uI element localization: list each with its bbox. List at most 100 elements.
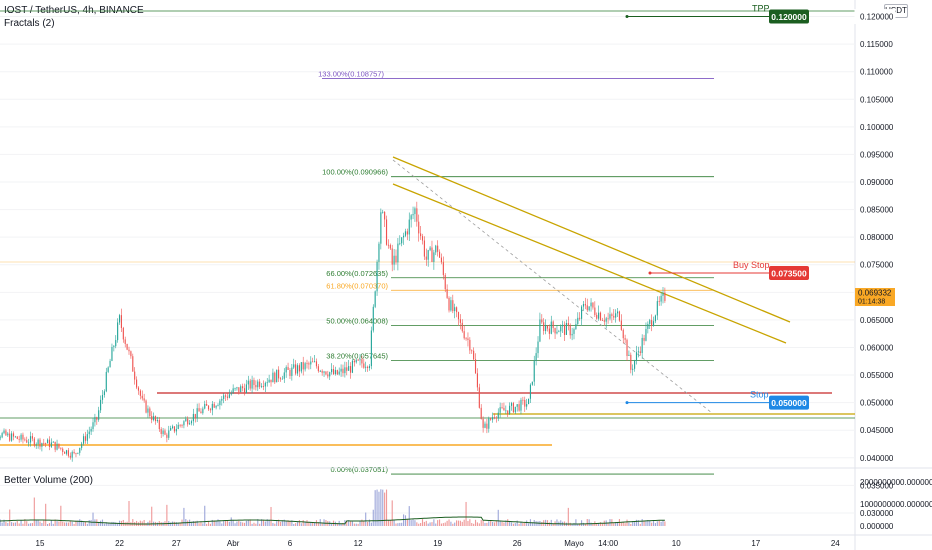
volume-bar	[639, 523, 641, 526]
candle-body	[575, 324, 577, 330]
candle-body	[598, 312, 600, 319]
volume-bar	[630, 523, 632, 526]
candle-body	[247, 380, 249, 385]
volume-bar	[527, 523, 530, 526]
volume-bar	[281, 520, 283, 526]
volume-bar	[420, 523, 422, 526]
volume-bar	[637, 520, 639, 526]
volume-bar	[98, 521, 100, 526]
candle-body	[192, 413, 194, 422]
candle-body	[635, 352, 638, 361]
volume-bar	[461, 521, 463, 526]
volume-bar	[493, 522, 496, 526]
candle-body	[639, 351, 641, 353]
volume-bar	[302, 520, 304, 526]
candle-body	[279, 378, 282, 380]
volume-bar	[79, 519, 81, 526]
candle-body	[406, 231, 408, 235]
candle-body	[266, 382, 268, 384]
volume-bar	[404, 515, 407, 526]
candle-body	[310, 361, 312, 365]
volume-bar	[645, 521, 647, 526]
buy-stop-label: Buy Stop	[733, 260, 770, 270]
candle-body	[495, 417, 497, 419]
candle-body	[526, 404, 528, 407]
volume-bar	[64, 522, 66, 526]
y-tick-label: 0.090000	[860, 178, 894, 187]
candle-body	[429, 247, 431, 251]
candle-body	[194, 413, 196, 419]
volume-bar	[109, 522, 111, 526]
candle-body	[43, 443, 45, 444]
volume-indicator-label: Better Volume (200)	[4, 475, 93, 486]
volume-bar	[47, 523, 49, 526]
candle-body	[238, 387, 240, 393]
volume-bar	[276, 521, 278, 526]
volume-bar	[35, 520, 37, 526]
candle-body	[60, 447, 62, 449]
candle-body	[171, 426, 174, 428]
candle-body	[240, 386, 242, 393]
volume-axis-label: 1000000000.000000	[860, 500, 932, 509]
volume-bar	[588, 519, 590, 526]
candle-body	[183, 421, 185, 426]
volume-bar	[399, 522, 401, 526]
volume-bar	[22, 523, 24, 526]
volume-bar	[225, 521, 227, 526]
candle-body	[143, 398, 145, 401]
volume-bar	[296, 522, 299, 526]
volume-bar	[340, 523, 342, 526]
volume-bar	[363, 521, 365, 526]
candle-body	[164, 430, 166, 435]
candle-body	[154, 416, 157, 422]
candle-body	[641, 337, 643, 353]
candle-body	[336, 370, 338, 375]
candle-body	[11, 433, 13, 441]
volume-bar	[615, 521, 617, 526]
candle-body	[401, 237, 403, 244]
candle-body	[539, 319, 541, 342]
volume-bar	[314, 522, 316, 526]
volume-bar	[376, 489, 378, 526]
candle-body	[471, 350, 473, 352]
candle-body	[493, 417, 496, 418]
volume-bar	[658, 520, 660, 526]
candle-body	[351, 360, 354, 373]
volume-bar	[662, 520, 664, 526]
volume-bar	[624, 523, 626, 526]
candle-body	[213, 403, 215, 408]
candle-body	[438, 251, 441, 258]
volume-bar	[331, 523, 333, 526]
candle-body	[109, 360, 111, 368]
candle-body	[516, 404, 518, 407]
candle-body	[58, 443, 60, 448]
volume-bar	[370, 522, 372, 526]
candle-body	[605, 318, 607, 322]
volume-bar	[287, 520, 289, 526]
volume-bar	[56, 521, 58, 526]
candle-body	[332, 369, 335, 375]
volume-bar	[71, 521, 73, 526]
volume-bar	[571, 523, 573, 526]
volume-bar	[431, 522, 433, 526]
volume-bar	[28, 523, 30, 526]
volume-bar	[560, 520, 562, 526]
candle-body	[537, 341, 539, 354]
candle-body	[592, 302, 594, 308]
candle-body	[488, 418, 490, 429]
x-tick-label: 22	[115, 539, 124, 548]
volume-bar	[285, 521, 287, 526]
candle-body	[363, 363, 365, 368]
candle-body	[88, 431, 90, 435]
volume-bar	[512, 523, 514, 526]
volume-bar	[149, 520, 151, 526]
volume-bar	[403, 514, 405, 526]
candle-body	[586, 305, 588, 311]
candle-body	[236, 387, 238, 389]
fib-level-label: 0.00%(0.037051)	[330, 465, 388, 474]
candle-body	[315, 361, 318, 367]
volume-bar	[223, 520, 225, 526]
candle-body	[444, 275, 446, 290]
candle-body	[189, 423, 191, 425]
